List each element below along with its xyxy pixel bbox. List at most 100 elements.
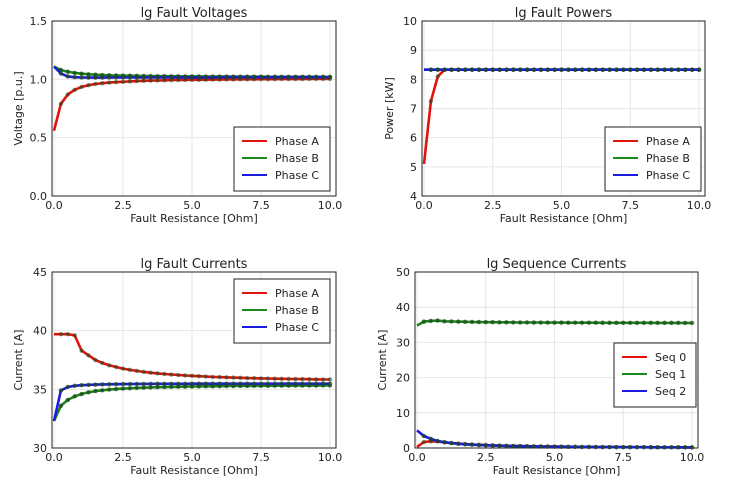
y-tick-label: 30 xyxy=(33,442,47,455)
legend-label-3: Phase C xyxy=(646,169,690,182)
data-point xyxy=(251,75,257,80)
data-point xyxy=(113,75,119,80)
data-point xyxy=(634,320,640,326)
data-point xyxy=(86,390,91,395)
data-point xyxy=(307,381,312,386)
data-point xyxy=(518,67,523,72)
y-tick-label: 10 xyxy=(403,15,417,28)
data-point xyxy=(86,82,91,88)
x-tick-label: 10.0 xyxy=(318,451,343,464)
data-point xyxy=(572,320,578,325)
y-tick-label: 45 xyxy=(33,266,47,279)
data-point xyxy=(141,78,146,84)
data-point xyxy=(621,444,626,450)
data-point xyxy=(600,67,605,72)
data-point xyxy=(65,331,71,337)
data-point xyxy=(210,374,215,380)
data-point xyxy=(435,67,440,72)
data-point xyxy=(586,320,592,325)
data-point xyxy=(476,442,482,448)
y-tick-label: 0 xyxy=(403,442,410,455)
y-tick-label: 50 xyxy=(396,266,410,279)
x-tick-label: 2.5 xyxy=(477,451,495,464)
data-point xyxy=(72,333,77,338)
chart-title: lg Sequence Currents xyxy=(487,257,627,272)
data-point xyxy=(238,381,243,386)
data-point xyxy=(86,75,91,80)
data-point xyxy=(155,371,160,376)
data-point xyxy=(148,385,153,390)
data-point xyxy=(279,381,284,386)
data-point xyxy=(314,377,319,382)
data-point xyxy=(307,75,312,80)
data-point xyxy=(676,445,681,450)
data-point xyxy=(134,75,139,80)
data-point xyxy=(100,75,105,80)
data-point xyxy=(511,443,516,449)
data-point xyxy=(134,78,139,84)
y-tick-label: 20 xyxy=(396,372,410,385)
data-point xyxy=(634,445,640,450)
data-point xyxy=(655,445,660,450)
data-point xyxy=(134,385,139,391)
data-point xyxy=(593,444,598,450)
data-point xyxy=(538,320,543,325)
data-point xyxy=(504,320,509,325)
legend: Phase A Phase B Phase C xyxy=(604,126,702,192)
data-point xyxy=(203,75,208,80)
plot-frame xyxy=(51,20,337,197)
y-tick-label: 10 xyxy=(396,407,410,420)
data-point xyxy=(162,371,167,377)
data-point xyxy=(511,67,516,72)
chart-title: lg Fault Powers xyxy=(515,6,613,21)
data-point xyxy=(614,320,619,325)
data-point xyxy=(79,383,84,388)
data-point xyxy=(196,75,202,80)
data-point xyxy=(655,67,660,72)
data-point xyxy=(627,444,633,450)
data-point xyxy=(162,384,167,390)
data-point xyxy=(524,444,530,449)
chart-title: lg Fault Voltages xyxy=(141,6,248,21)
x-tick-label: 0.0 xyxy=(45,451,63,464)
y-tick-label: 40 xyxy=(396,301,410,314)
data-point xyxy=(265,376,271,381)
data-point xyxy=(641,445,647,450)
data-point xyxy=(300,381,305,386)
legend-label-3: Phase C xyxy=(275,321,319,334)
data-point xyxy=(696,67,702,72)
x-tick-label: 2.5 xyxy=(484,199,502,212)
data-point xyxy=(65,92,71,97)
data-point xyxy=(196,381,202,386)
x-tick-label: 5.0 xyxy=(183,199,201,212)
y-tick-label: 4 xyxy=(410,190,417,203)
data-point xyxy=(600,444,605,450)
data-point xyxy=(79,71,84,76)
y-axis-label: Current [A] xyxy=(376,330,389,391)
data-point xyxy=(682,445,688,450)
data-point xyxy=(428,436,433,442)
data-point xyxy=(573,67,578,72)
data-point xyxy=(627,320,633,325)
data-point xyxy=(293,381,298,386)
data-point xyxy=(662,445,667,450)
data-point xyxy=(669,67,674,72)
data-point xyxy=(628,67,633,72)
data-point xyxy=(65,74,71,79)
data-point xyxy=(224,75,229,80)
data-point xyxy=(504,67,509,72)
y-tick-label: 30 xyxy=(396,336,410,349)
data-point xyxy=(641,320,647,326)
chart-4: 0 10 20 30 40 50 0.0 2.5 5.0 7.5 10.0 lg Sequence C… xyxy=(376,257,704,477)
data-point xyxy=(127,367,133,373)
data-point xyxy=(79,84,84,90)
data-point xyxy=(531,67,537,72)
data-point xyxy=(566,444,571,450)
data-point xyxy=(58,101,64,107)
data-point xyxy=(100,360,105,366)
data-point xyxy=(148,381,153,387)
x-tick-label: 0.0 xyxy=(415,199,433,212)
x-tick-label: 2.5 xyxy=(114,199,132,212)
data-point xyxy=(579,320,585,325)
y-tick-label: 8 xyxy=(410,73,417,86)
